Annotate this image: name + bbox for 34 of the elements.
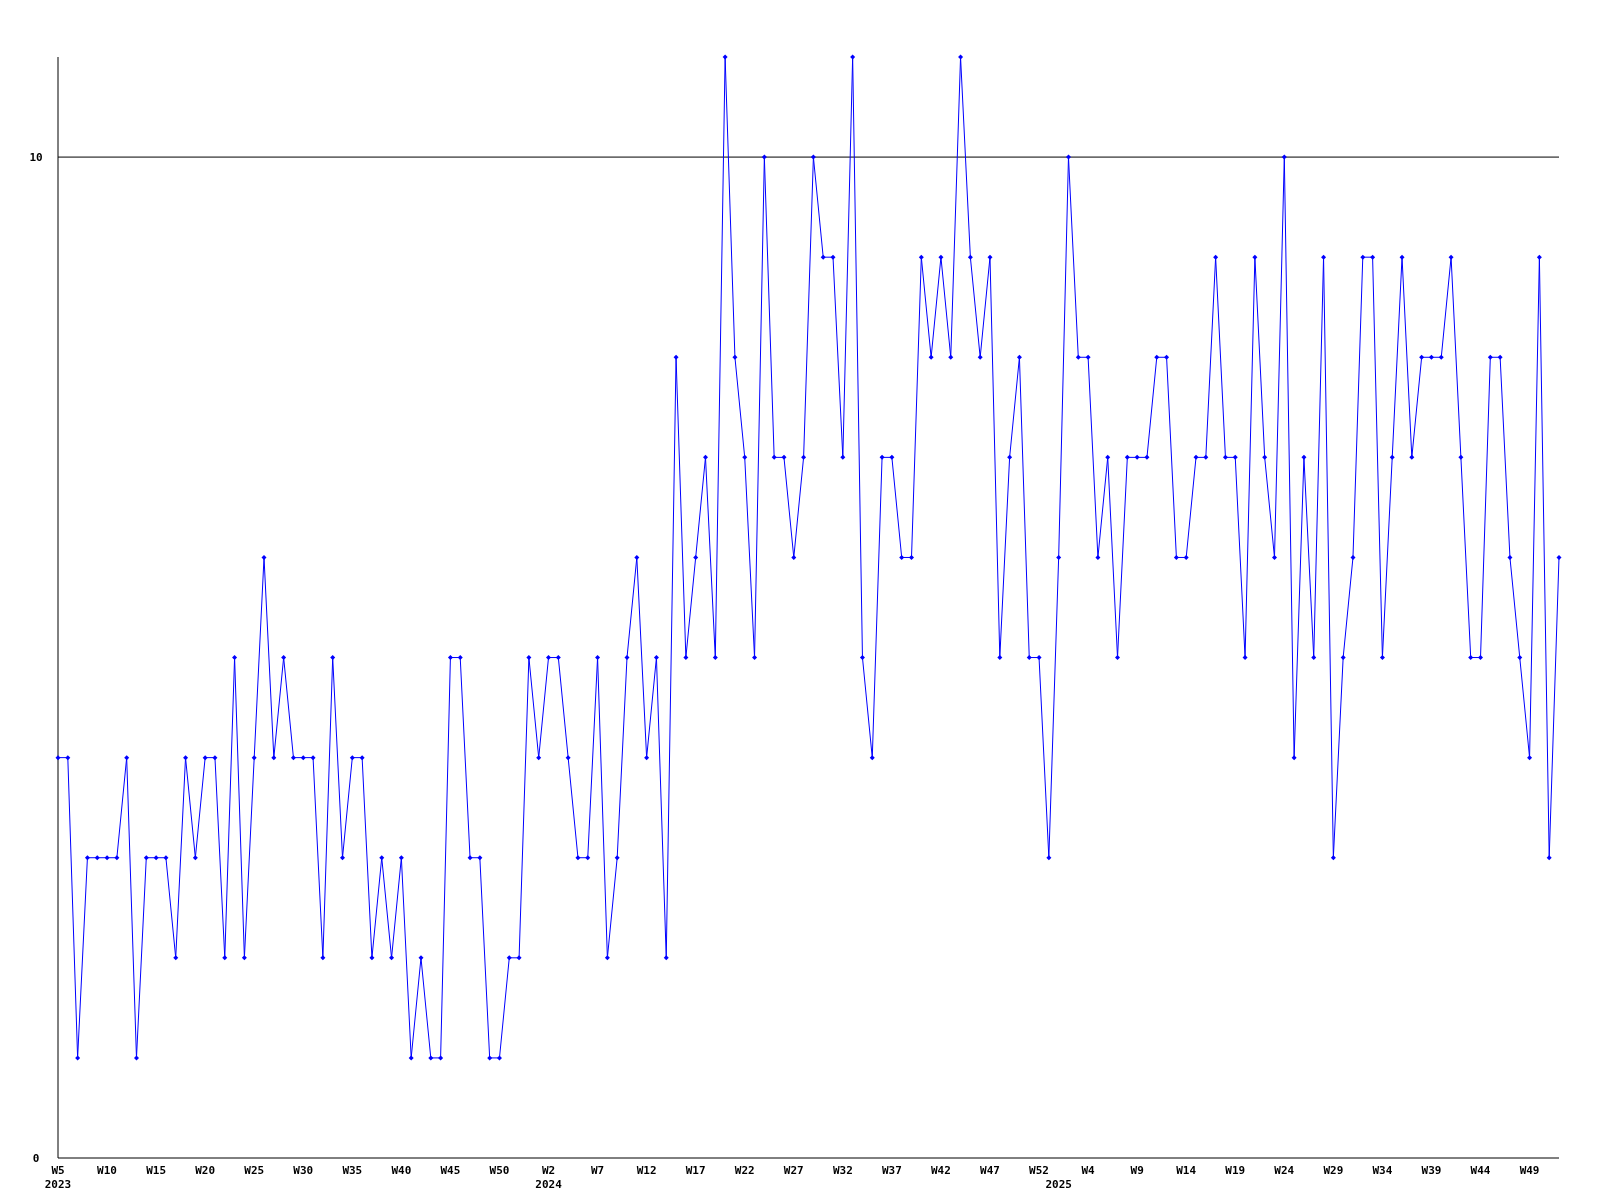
x-tick-label: W29	[1323, 1164, 1344, 1177]
x-tick-label: W9	[1130, 1164, 1144, 1177]
x-tick-label: W49	[1519, 1164, 1540, 1177]
x-tick-label: W10	[97, 1164, 117, 1177]
x-tick-label: W40	[391, 1164, 412, 1177]
x-tick-label: W12	[636, 1164, 657, 1177]
x-tick-label: W32	[832, 1164, 853, 1177]
x-tick-label: W30	[293, 1164, 314, 1177]
x-tick-label: W5 2023	[44, 1164, 72, 1191]
x-tick-label: 2025	[1045, 1178, 1072, 1191]
x-tick-label: W17	[685, 1164, 706, 1177]
x-tick-label: W7	[590, 1164, 605, 1177]
x-tick-label: W50	[489, 1164, 510, 1177]
x-tick-label: W42	[931, 1164, 951, 1177]
x-tick-label: W20	[195, 1164, 216, 1177]
x-tick-label: W27	[783, 1164, 804, 1177]
x-tick-label: W4	[1081, 1164, 1096, 1177]
x-tick-label: W2 2024	[535, 1164, 563, 1191]
x-tick-label: W34	[1372, 1164, 1393, 1177]
x-tick-label: W19	[1225, 1164, 1246, 1177]
y-tick-label: 0	[32, 1151, 40, 1165]
x-tick-label: W14	[1176, 1164, 1197, 1177]
y-tick-label: 10	[29, 150, 43, 164]
x-tick-label: W45	[440, 1164, 461, 1177]
x-tick-label: W39	[1421, 1164, 1442, 1177]
x-tick-label: W52	[1029, 1164, 1049, 1177]
x-tick-label: W47	[980, 1164, 1000, 1177]
x-tick-label: W15	[146, 1164, 167, 1177]
x-tick-label: W44	[1470, 1164, 1491, 1177]
x-tick-label: W37	[881, 1164, 902, 1177]
x-tick-label: W22	[734, 1164, 755, 1177]
x-tick-label: W35	[342, 1164, 363, 1177]
x-tick-label: W25	[244, 1164, 265, 1177]
x-tick-label: W24	[1274, 1164, 1295, 1177]
